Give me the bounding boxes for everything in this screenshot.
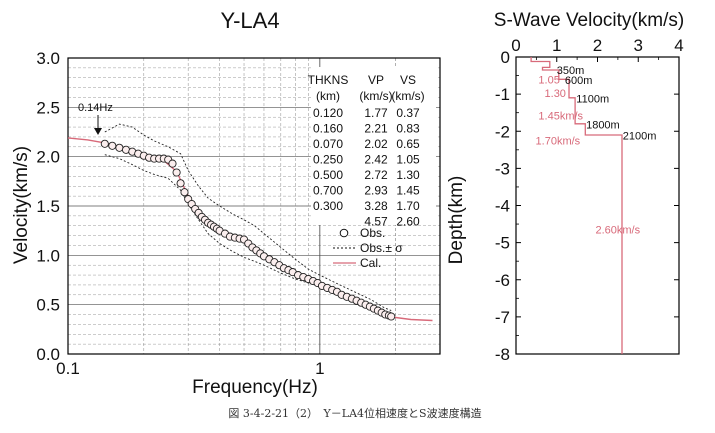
depth-label: 1800m bbox=[586, 120, 620, 132]
x-tick-label: 0 bbox=[511, 36, 520, 55]
left-series bbox=[67, 123, 433, 322]
obs-plus-sigma-line bbox=[104, 123, 392, 312]
y-tick-label: 0 bbox=[501, 48, 510, 67]
y-tick-label: -2 bbox=[495, 122, 510, 141]
depth-label: 350m bbox=[557, 65, 585, 77]
obs-point bbox=[172, 168, 181, 177]
table-cell: 1.05 bbox=[396, 153, 420, 167]
right-series bbox=[530, 57, 623, 354]
legend-obs-label: Obs. bbox=[360, 226, 385, 240]
depth-label: 600m bbox=[565, 75, 593, 87]
y-tick-label: -6 bbox=[495, 271, 510, 290]
table-cell: 1.77 bbox=[364, 106, 388, 120]
x-tick-label: 3 bbox=[634, 36, 643, 55]
obs-point bbox=[180, 188, 189, 197]
obs-point bbox=[115, 143, 124, 152]
legend-cal-label: Cal. bbox=[360, 256, 381, 270]
left-x-axis-label: Frequency(Hz) bbox=[192, 377, 318, 398]
table-cell: 2.21 bbox=[364, 122, 388, 136]
left-y-axis-label: Velocity(km/s) bbox=[11, 146, 32, 264]
y-tick-label: 3.0 bbox=[36, 49, 60, 68]
x-tick-label: 0.1 bbox=[56, 359, 80, 378]
legend-sigma-label: Obs.± σ bbox=[360, 241, 403, 255]
y-tick-label: 2.5 bbox=[36, 98, 60, 117]
velocity-label: 1.45km/s bbox=[538, 110, 583, 122]
velocity-label: 1.30 bbox=[545, 88, 566, 100]
table-cell: 4.57 bbox=[364, 215, 388, 229]
table-cell: 0.500 bbox=[313, 168, 343, 182]
left-chart-title: Y-LA4 bbox=[220, 8, 279, 33]
table-cell: 0.250 bbox=[313, 153, 343, 167]
table-cell: 1.30 bbox=[396, 168, 420, 182]
x-tick-label: 4 bbox=[674, 36, 683, 55]
table-cell: 2.93 bbox=[364, 184, 388, 198]
table-cell: 1.45 bbox=[396, 184, 420, 198]
legend-obs-marker bbox=[339, 228, 349, 238]
y-tick-label: 1.5 bbox=[36, 197, 60, 216]
table-cell: 3.28 bbox=[364, 199, 388, 213]
x-tick-label: 2 bbox=[593, 36, 602, 55]
table-header: THKNS bbox=[308, 73, 349, 87]
y-tick-label: -4 bbox=[495, 197, 510, 216]
table-cell: 2.60 bbox=[396, 215, 420, 229]
frequency-annotation: 0.14Hz bbox=[78, 102, 113, 114]
table-cell: 2.72 bbox=[364, 168, 388, 182]
table-cell: 2.02 bbox=[364, 137, 388, 151]
velocity-label: 2.60km/s bbox=[595, 225, 640, 237]
annotation-arrow-head bbox=[94, 128, 102, 135]
table-header: VS bbox=[400, 73, 416, 87]
velocity-profile-chart: S-Wave Velocity(km/s) 0 1 2 3 4 0 -1 -2 -3 -4 -5 -6… bbox=[446, 10, 684, 364]
legend: Obs. Obs.± σ Cal. bbox=[333, 226, 403, 270]
obs-point bbox=[387, 312, 396, 321]
table-unit: (km/s) bbox=[359, 89, 392, 103]
y-tick-label: 2.0 bbox=[36, 148, 60, 167]
x-tick-label: 1 bbox=[315, 359, 324, 378]
depth-label: 2100m bbox=[623, 131, 657, 143]
obs-point bbox=[176, 179, 185, 188]
table-unit: (km) bbox=[316, 89, 340, 103]
velocity-profile-line bbox=[530, 57, 623, 354]
obs-point bbox=[108, 141, 117, 150]
table-background bbox=[311, 67, 436, 225]
figure-caption: 図 3-4-2-21（2） Y－LA4位相速度とS波速度構造 bbox=[228, 406, 481, 420]
table-cell: 0.37 bbox=[396, 106, 420, 120]
y-tick-label: -8 bbox=[495, 345, 510, 364]
y-tick-label: 0.0 bbox=[36, 345, 60, 364]
x-tick-label: 1 bbox=[552, 36, 561, 55]
obs-point bbox=[168, 159, 177, 168]
left-plot-frame bbox=[67, 57, 441, 355]
table-cell: 0.120 bbox=[313, 106, 343, 120]
right-ticks: 0 1 2 3 4 0 -1 -2 -3 -4 -5 -6 -7 -8 bbox=[495, 36, 684, 364]
table-cell: 1.70 bbox=[396, 199, 420, 213]
velocity-label: 1.70km/s bbox=[536, 136, 581, 148]
right-y-axis-label: Depth(km) bbox=[446, 176, 467, 265]
table-unit: (km/s) bbox=[391, 89, 424, 103]
y-tick-label: -5 bbox=[495, 234, 510, 253]
table-cell: 0.83 bbox=[396, 122, 420, 136]
left-y-ticks: 0.0 0.5 1.0 1.5 2.0 2.5 3.0 bbox=[36, 49, 60, 364]
table-cell: 0.700 bbox=[313, 184, 343, 198]
obs-point bbox=[100, 139, 109, 148]
right-chart-title: S-Wave Velocity(km/s) bbox=[494, 10, 684, 31]
y-tick-label: -1 bbox=[495, 85, 510, 104]
table-cell: 0.070 bbox=[313, 137, 343, 151]
model-table: THKNS VP VS (km) (km/s)(km/s) 0.120 1.77 0.37 0.… bbox=[308, 67, 436, 229]
y-tick-label: -7 bbox=[495, 308, 510, 327]
dispersion-chart: Y-LA4 0.00.51.01.52.02.53.0 0.1 1 Frequen… bbox=[11, 8, 441, 398]
table-cell: 0.65 bbox=[396, 137, 420, 151]
table-cell: 0.300 bbox=[313, 199, 343, 213]
velocity-label: 1.05 bbox=[538, 74, 559, 86]
y-tick-label: 0.5 bbox=[36, 296, 60, 315]
depth-label: 1100m bbox=[576, 94, 609, 106]
y-tick-label: 1.0 bbox=[36, 246, 60, 265]
table-header: VP bbox=[368, 73, 384, 87]
table-cell: 0.160 bbox=[313, 122, 343, 136]
table-cell: 2.42 bbox=[364, 153, 388, 167]
left-x-ticks: 0.1 1 bbox=[56, 359, 324, 378]
y-tick-label: -3 bbox=[495, 159, 510, 178]
